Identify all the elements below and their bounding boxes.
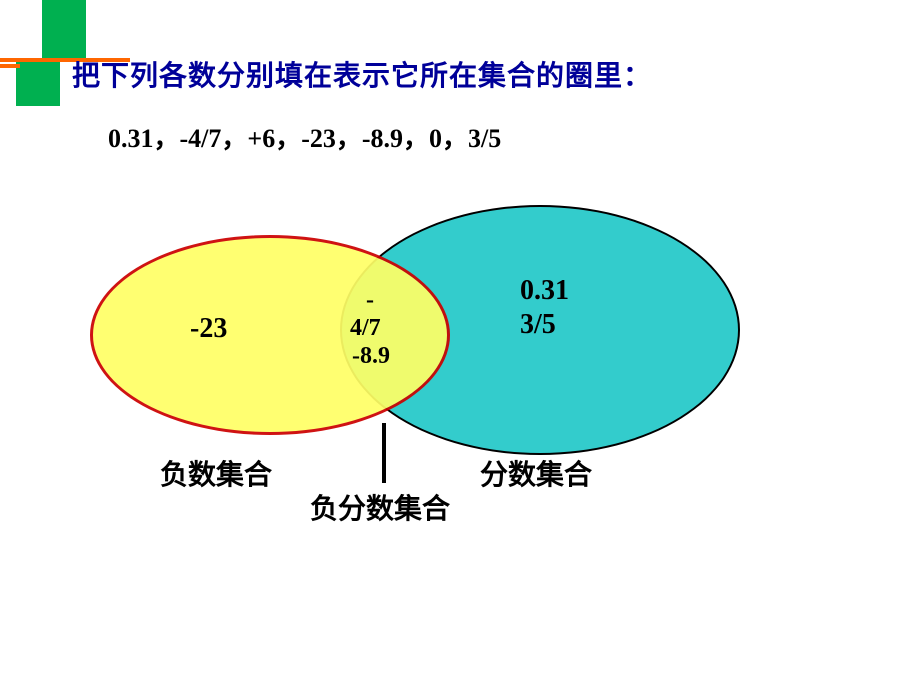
page-title: 把下列各数分别填在表示它所在集合的圈里：	[72, 54, 652, 94]
right-value-0: 0.31	[520, 275, 569, 307]
intersection-value-1: 4/7	[350, 315, 381, 342]
pointer-line	[382, 423, 386, 483]
left-only-value: -23	[190, 313, 227, 345]
right-label: 分数集合	[480, 453, 592, 493]
left-label: 负数集合	[160, 453, 272, 493]
left-ellipse	[90, 235, 450, 435]
venn-diagram: -23 - 4/7 -8.9 0.31 3/5 负数集合 负分数集合 分数集合	[80, 205, 780, 485]
intersection-value-2: -8.9	[352, 343, 390, 370]
number-list: 0.31，-4/7，+6，-23，-8.9，0，3/5	[108, 118, 501, 155]
intersection-value-0: -	[366, 287, 374, 314]
right-value-1: 3/5	[520, 309, 556, 341]
green-square-1	[42, 0, 86, 60]
green-square-2	[16, 62, 60, 106]
intersection-label: 负分数集合	[310, 487, 450, 527]
orange-line-2	[0, 64, 20, 68]
